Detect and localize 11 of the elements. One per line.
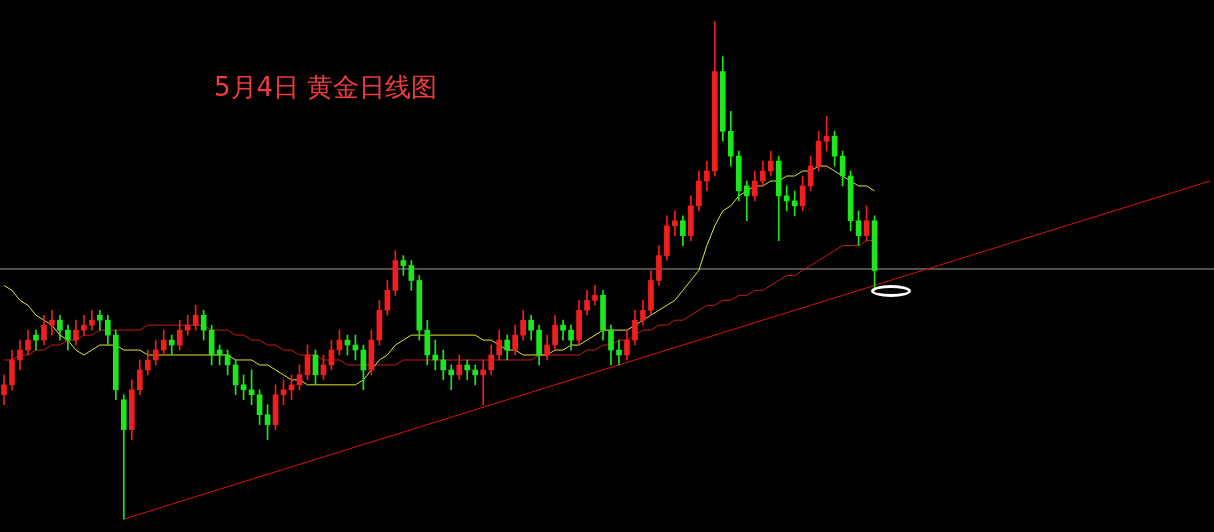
candlestick — [120, 394, 127, 520]
candlestick — [791, 190, 798, 217]
candlestick — [432, 339, 439, 371]
candlestick — [448, 364, 455, 391]
candlestick — [616, 339, 622, 366]
text: 5月4日 黄金日线图 — [214, 72, 438, 102]
candlestick — [49, 309, 55, 336]
candlestick — [480, 359, 487, 406]
candlestick — [672, 210, 678, 236]
candlestick — [743, 180, 750, 222]
candlestick — [783, 185, 790, 212]
